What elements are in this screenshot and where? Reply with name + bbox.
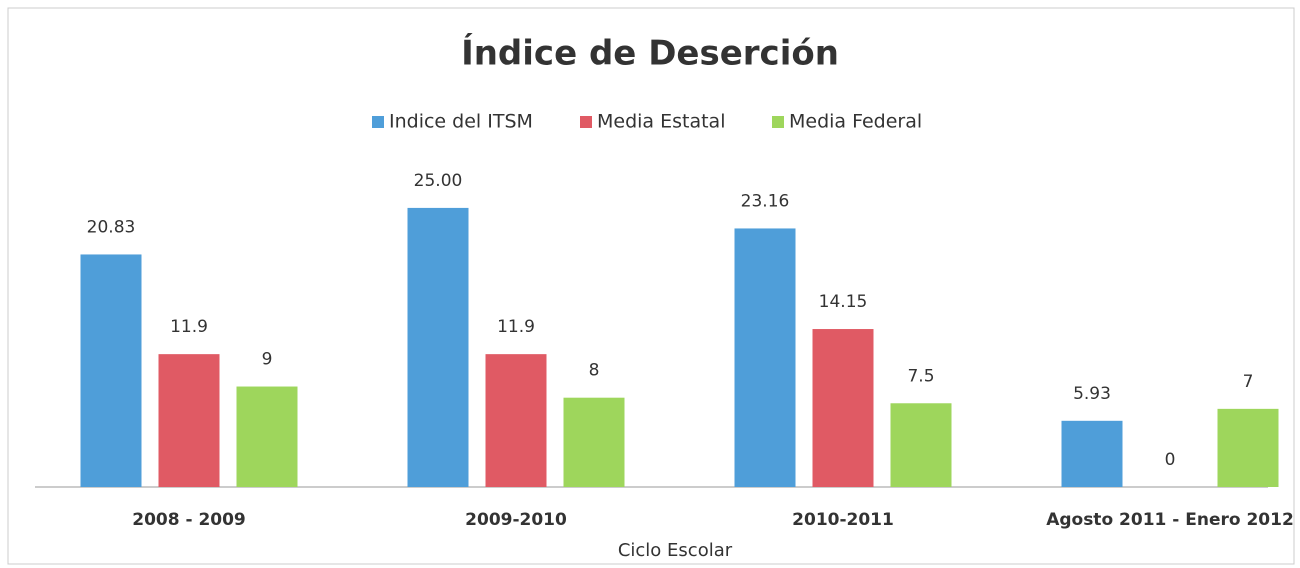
bar: [80, 254, 142, 487]
data-label: 0: [1165, 450, 1176, 470]
x-axis-title: Ciclo Escolar: [618, 540, 733, 561]
data-label: 9: [262, 350, 273, 370]
data-label: 11.9: [170, 317, 208, 337]
data-label: 25.00: [414, 171, 463, 191]
x-tick-label: 2008 - 2009: [132, 510, 246, 530]
chart-title: Índice de Deserción: [461, 33, 839, 74]
data-label: 7: [1243, 372, 1254, 392]
bar: [236, 386, 298, 487]
bar: [1217, 408, 1279, 487]
bar: [812, 329, 874, 487]
data-label: 8: [589, 361, 600, 381]
bar: [158, 354, 220, 487]
legend-label: Media Federal: [789, 111, 922, 133]
data-label: 14.15: [819, 292, 868, 312]
bar: [407, 207, 469, 487]
x-tick-label: 2009-2010: [465, 510, 567, 530]
legend-label: Indice del ITSM: [389, 111, 533, 133]
legend-swatch: [580, 116, 592, 128]
bar: [890, 403, 952, 487]
data-label: 23.16: [741, 191, 790, 211]
bar: [1061, 420, 1123, 487]
bar: [734, 228, 796, 487]
legend-swatch: [372, 116, 384, 128]
x-tick-label: Agosto 2011 - Enero 2012: [1046, 510, 1294, 530]
bar: [485, 354, 547, 487]
data-label: 11.9: [497, 317, 535, 337]
legend-swatch: [772, 116, 784, 128]
data-label: 20.83: [87, 217, 136, 237]
bar: [563, 397, 625, 487]
x-tick-label: 2010-2011: [792, 510, 894, 530]
data-label: 5.93: [1073, 384, 1111, 404]
data-label: 7.5: [907, 366, 934, 386]
legend-label: Media Estatal: [597, 111, 725, 133]
